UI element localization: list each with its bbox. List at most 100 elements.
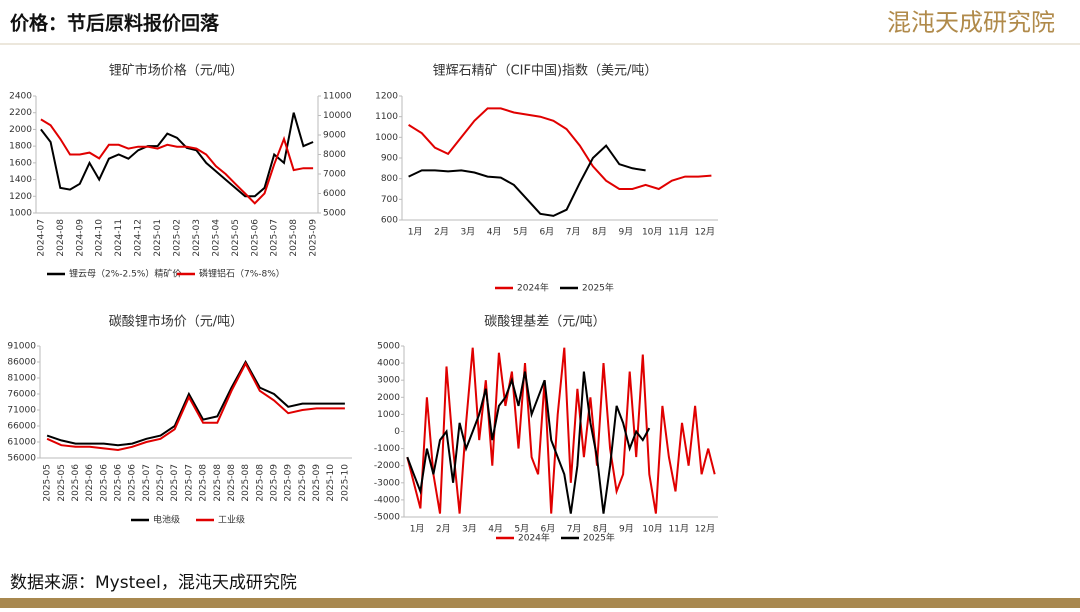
y-tick-label: 1400 — [9, 175, 32, 185]
x-tick-label: 2025-08 — [227, 464, 237, 502]
logo: 混沌天成研究院 — [887, 9, 1055, 37]
y-tick-label: 1800 — [9, 142, 32, 152]
x-tick-label: 2025-09 — [309, 219, 319, 257]
x-tick-label: 2025-06 — [128, 464, 138, 502]
x-tick-label: 2025-06 — [85, 464, 95, 502]
x-tick-label: 2025-06 — [114, 464, 124, 502]
y-tick-label: 2400 — [9, 92, 32, 102]
legend-label: 2024年 — [517, 282, 549, 294]
x-tick-label: 2025-08 — [255, 464, 265, 502]
series-line — [406, 347, 716, 514]
x-tick-label: 2025-09 — [298, 464, 308, 502]
y-tick-label: 1100 — [375, 112, 398, 122]
x-tick-label: 2025-03 — [192, 219, 202, 257]
x-tick-label: 2025-08 — [289, 219, 299, 257]
y-tick-label: 76000 — [7, 390, 36, 400]
legend-label: 电池级 — [153, 514, 180, 526]
legend-label: 2025年 — [583, 532, 615, 544]
y-tick-label: -3000 — [374, 478, 400, 488]
legend-label: 2025年 — [582, 282, 614, 294]
x-tick-label: 9月 — [618, 227, 633, 238]
x-tick-label: 2月 — [436, 524, 451, 535]
y-tick-label: 1200 — [9, 192, 32, 202]
x-tick-label: 2024-08 — [56, 219, 66, 257]
x-tick-label: 5月 — [513, 227, 528, 238]
y-tick-label: 700 — [381, 195, 398, 205]
x-tick-label: 5月 — [514, 524, 529, 535]
x-tick-label: 2025-09 — [270, 464, 280, 502]
y-tick-label: 61000 — [7, 438, 36, 448]
x-tick-label: 2024-11 — [114, 219, 124, 257]
x-tick-label: 9月 — [619, 524, 634, 535]
x-tick-label: 2025-07 — [184, 464, 194, 502]
x-tick-label: 2024-07 — [36, 219, 46, 257]
x-tick-label: 6月 — [539, 227, 554, 238]
legend-label: 2024年 — [518, 532, 550, 544]
x-tick-label: 2025-10 — [340, 464, 350, 502]
y2-tick-label: 8000 — [323, 150, 346, 160]
y2-tick-label: 11000 — [323, 92, 352, 102]
y-tick-label: 900 — [381, 154, 398, 164]
chart-title: 碳酸锂基差（元/吨） — [484, 315, 605, 330]
y-tick-label: 1000 — [9, 209, 32, 219]
x-tick-label: 2025-08 — [213, 464, 223, 502]
x-tick-label: 7月 — [567, 524, 582, 535]
x-tick-label: 4月 — [487, 227, 502, 238]
x-tick-label: 2025-07 — [156, 464, 166, 502]
y-tick-label: 1000 — [375, 133, 398, 143]
x-tick-label: 2024-10 — [95, 219, 105, 257]
footer-bar — [0, 598, 1080, 608]
y-tick-label: 600 — [381, 216, 398, 226]
x-tick-label: 8月 — [593, 524, 608, 535]
x-tick-label: 2025-05 — [43, 464, 53, 502]
x-tick-label: 8月 — [592, 227, 607, 238]
x-tick-label: 2024-12 — [134, 219, 144, 257]
y-tick-label: 1200 — [375, 92, 398, 102]
y-tick-label: 1000 — [377, 410, 400, 420]
x-tick-label: 1月 — [408, 227, 423, 238]
series-line — [40, 118, 314, 205]
y2-tick-label: 10000 — [323, 111, 352, 121]
x-tick-label: 6月 — [541, 524, 556, 535]
y2-tick-label: 7000 — [323, 170, 346, 180]
y-tick-label: 2000 — [9, 125, 32, 135]
series-line — [40, 112, 314, 198]
chart-title: 碳酸锂市场价（元/吨） — [109, 314, 243, 330]
x-tick-label: 1月 — [410, 524, 425, 535]
x-tick-label: 2025-04 — [211, 219, 221, 257]
series-line — [46, 361, 345, 452]
y-tick-label: 2000 — [377, 393, 400, 403]
series-line — [408, 107, 712, 191]
y-tick-label: 66000 — [7, 422, 36, 432]
x-tick-label: 2025-07 — [142, 464, 152, 502]
y-tick-label: 81000 — [7, 374, 36, 384]
x-tick-label: 11月 — [669, 524, 689, 535]
x-tick-label: 2024-09 — [75, 219, 85, 257]
x-tick-label: 11月 — [668, 227, 688, 238]
page-title: 价格：节后原料报价回落 — [10, 12, 220, 35]
x-tick-label: 2025-06 — [99, 464, 109, 502]
x-tick-label: 2025-05 — [57, 464, 67, 502]
y-tick-label: 71000 — [7, 406, 36, 416]
chart-title: 锂矿市场价格（元/吨） — [109, 63, 243, 79]
x-tick-label: 12月 — [695, 524, 715, 535]
y-tick-label: 5000 — [377, 342, 400, 352]
x-tick-label: 2025-05 — [231, 219, 241, 257]
x-tick-label: 12月 — [695, 227, 715, 238]
x-tick-label: 2025-07 — [270, 219, 280, 257]
source-note: 数据来源：Mysteel，混沌天成研究院 — [10, 573, 297, 593]
series-line — [408, 144, 646, 217]
x-tick-label: 2月 — [434, 227, 449, 238]
y2-tick-label: 6000 — [323, 189, 346, 199]
y2-tick-label: 5000 — [323, 209, 346, 219]
y-tick-label: 0 — [394, 427, 400, 437]
y-tick-label: -4000 — [374, 495, 400, 505]
y-tick-label: 56000 — [7, 454, 36, 464]
x-tick-label: 10月 — [642, 524, 662, 535]
legend-label: 锂云母（2%-2.5%）精矿价 — [69, 268, 181, 280]
y-tick-label: 2200 — [9, 108, 32, 118]
x-tick-label: 2025-10 — [326, 464, 336, 502]
y-tick-label: 86000 — [7, 358, 36, 368]
